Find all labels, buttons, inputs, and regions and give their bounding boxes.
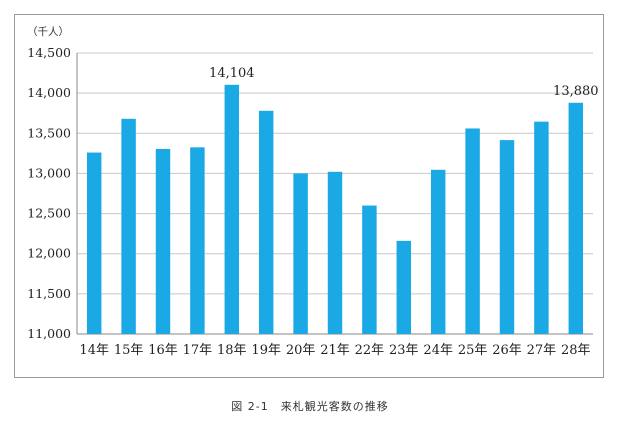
bar-20年: [293, 173, 308, 334]
bar-28年: [568, 102, 584, 334]
x-tick-label: 20年: [286, 343, 316, 358]
y-tick-label: 13,500: [27, 125, 71, 140]
y-tick-label: 11,500: [27, 286, 71, 301]
bar-21年: [327, 171, 343, 334]
data-labels: 14,104 13,880: [209, 66, 598, 99]
bar-26年: [499, 140, 515, 334]
bars: [86, 84, 584, 334]
bar-23年: [396, 240, 412, 334]
y-tick-label: 12,000: [27, 246, 71, 261]
x-tick-label: 18年: [217, 343, 247, 358]
bar-14年: [86, 152, 102, 334]
x-tick-label: 24年: [423, 343, 453, 358]
x-tick-label: 17年: [183, 343, 213, 358]
y-tick-label: 14,500: [27, 45, 71, 60]
y-tick-label: 12,500: [27, 206, 71, 221]
x-tick-label: 21年: [320, 343, 350, 358]
bar-chart: （千人） 11,000 11,500 12,000 12,500 13,000 13,50…: [27, 26, 599, 358]
bar-18年: [224, 84, 240, 334]
x-tick-label: 26年: [492, 343, 522, 358]
x-tick-label: 22年: [355, 343, 385, 358]
bar-27年: [534, 121, 549, 334]
bar-24年: [430, 169, 446, 334]
chart-frame: （千人） 11,000 11,500 12,000 12,500 13,000 13,50…: [14, 14, 604, 378]
bar-17年: [190, 147, 205, 334]
x-tick-label: 25年: [458, 343, 488, 358]
x-tick-label: 19年: [251, 343, 281, 358]
bar-19年: [258, 110, 274, 334]
x-tick-label: 14年: [79, 343, 109, 358]
x-tick-label: 23年: [389, 343, 419, 358]
bar-25年: [465, 128, 480, 334]
data-label: 14,104: [209, 66, 255, 81]
bar-16年: [155, 148, 171, 334]
figure-caption: 図 2-1 来札観光客数の推移: [231, 400, 389, 413]
bar-15年: [121, 118, 136, 334]
data-label: 13,880: [553, 84, 599, 99]
x-tick-label: 27年: [527, 343, 557, 358]
y-axis-ticks: 11,000 11,500 12,000 12,500 13,000 13,500 14,0…: [27, 45, 71, 341]
y-tick-label: 11,000: [27, 326, 71, 341]
x-tick-label: 16年: [148, 343, 178, 358]
x-axis-ticks: 14年 15年 16年 17年 18年 19年 20年 21年 22年 23年 24年 25年 26年 2…: [79, 343, 590, 358]
bar-22年: [362, 205, 377, 334]
y-axis-unit-label: （千人）: [27, 26, 69, 38]
y-tick-label: 13,000: [27, 165, 71, 180]
x-tick-label: 15年: [114, 343, 144, 358]
x-tick-label: 28年: [561, 343, 591, 358]
y-tick-label: 14,000: [27, 85, 71, 100]
